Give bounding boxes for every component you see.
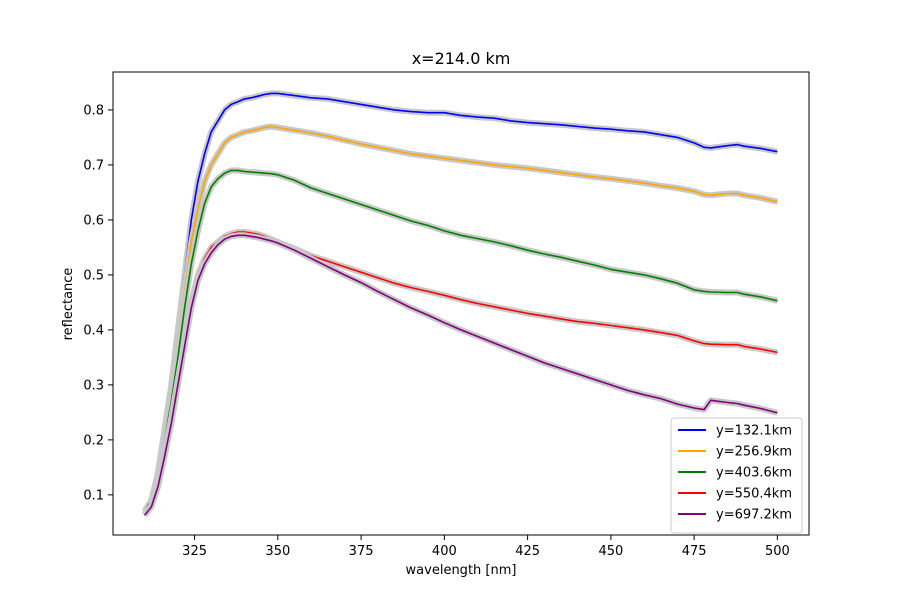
- y-tick-label: 0.4: [83, 323, 104, 338]
- legend-label: y=550.4km: [716, 487, 792, 502]
- x-tick-label: 425: [515, 544, 540, 559]
- legend-label: y=697.2km: [716, 508, 792, 523]
- y-tick-label: 0.8: [83, 103, 104, 118]
- legend: y=132.1km y=256.9km y=403.6km y=550.4km y=69…: [670, 417, 803, 534]
- x-tick-label: 375: [349, 544, 374, 559]
- series-line-5: [143, 234, 778, 516]
- x-tick-label: 450: [598, 544, 623, 559]
- legend-label: y=256.9km: [716, 445, 792, 460]
- y-tick-label: 0.2: [83, 433, 104, 448]
- y-tick-label: 0.6: [83, 213, 104, 228]
- plot-area: [142, 90, 779, 518]
- legend-label: y=132.1km: [716, 424, 792, 439]
- x-tick-label: 350: [265, 544, 290, 559]
- y-axis-label: reflectance: [61, 268, 76, 341]
- x-tick-label: 475: [682, 544, 707, 559]
- series-line-3: [143, 169, 778, 512]
- x-tick-label: 325: [182, 544, 207, 559]
- series-line-2: [143, 125, 778, 512]
- x-tick-label: 400: [432, 544, 457, 559]
- y-tick-label: 0.7: [83, 158, 104, 173]
- y-tick-label: 0.1: [83, 488, 104, 503]
- legend-label: y=403.6km: [716, 466, 792, 481]
- chart-title: x=214.0 km: [412, 49, 511, 68]
- plot-frame: [112, 71, 810, 536]
- y-tick-label: 0.3: [83, 378, 104, 393]
- x-axis: 325 350 375 400 425 450 475 500: [182, 535, 790, 559]
- legend-box: [670, 417, 803, 534]
- x-axis-label: wavelength [nm]: [406, 563, 517, 578]
- y-tick-label: 0.5: [83, 268, 104, 283]
- x-tick-label: 500: [765, 544, 790, 559]
- series-line-1: [143, 92, 778, 512]
- y-axis: 0.1 0.2 0.3 0.4 0.5 0.6 0.7 0.8: [83, 103, 113, 503]
